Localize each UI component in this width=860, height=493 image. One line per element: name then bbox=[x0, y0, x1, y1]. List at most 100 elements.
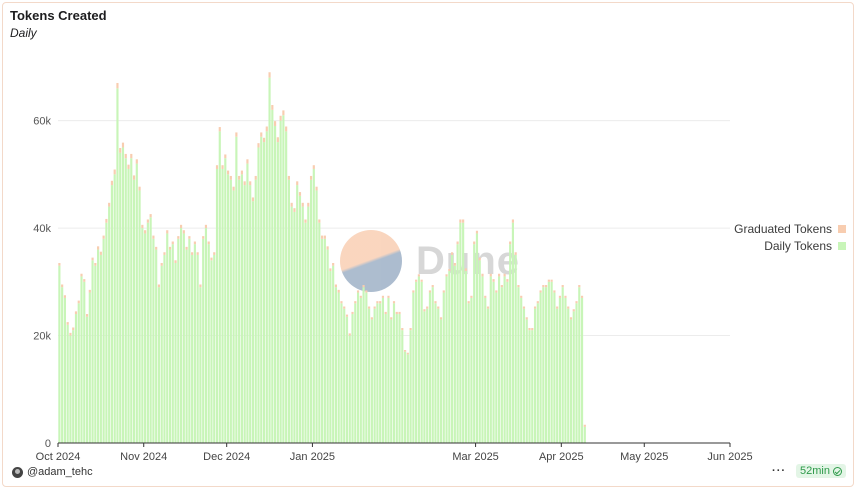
bar-daily-tokens[interactable] bbox=[199, 287, 202, 443]
bar-daily-tokens[interactable] bbox=[498, 276, 501, 443]
bar-graduated-tokens[interactable] bbox=[547, 279, 550, 282]
bar-daily-tokens[interactable] bbox=[309, 179, 313, 443]
bar-graduated-tokens[interactable] bbox=[66, 322, 69, 325]
bar-graduated-tokens[interactable] bbox=[121, 142, 125, 148]
bar-daily-tokens[interactable] bbox=[80, 276, 83, 443]
bar-daily-tokens[interactable] bbox=[163, 254, 166, 443]
bar-graduated-tokens[interactable] bbox=[102, 235, 105, 239]
bar-graduated-tokens[interactable] bbox=[163, 252, 166, 255]
bar-graduated-tokens[interactable] bbox=[177, 236, 180, 239]
bar-daily-tokens[interactable] bbox=[475, 233, 479, 443]
bar-daily-tokens[interactable] bbox=[392, 303, 396, 443]
bar-daily-tokens[interactable] bbox=[160, 265, 163, 443]
bar-daily-tokens[interactable] bbox=[572, 311, 575, 443]
bar-graduated-tokens[interactable] bbox=[210, 257, 213, 261]
bar-graduated-tokens[interactable] bbox=[439, 317, 443, 320]
bar-graduated-tokens[interactable] bbox=[489, 273, 492, 277]
bar-daily-tokens[interactable] bbox=[144, 233, 147, 443]
bar-graduated-tokens[interactable] bbox=[387, 295, 390, 298]
bar-daily-tokens[interactable] bbox=[251, 201, 255, 443]
bar-daily-tokens[interactable] bbox=[580, 297, 584, 443]
bar-daily-tokens[interactable] bbox=[500, 287, 503, 443]
bar-graduated-tokens[interactable] bbox=[420, 279, 423, 282]
bar-graduated-tokens[interactable] bbox=[113, 169, 116, 175]
bar-daily-tokens[interactable] bbox=[196, 254, 199, 443]
bar-graduated-tokens[interactable] bbox=[539, 290, 542, 293]
bar-daily-tokens[interactable] bbox=[442, 292, 445, 443]
bar-graduated-tokens[interactable] bbox=[218, 127, 221, 132]
bar-graduated-tokens[interactable] bbox=[392, 301, 396, 304]
bar-daily-tokens[interactable] bbox=[395, 314, 398, 443]
bar-graduated-tokens[interactable] bbox=[442, 290, 445, 293]
bar-graduated-tokens[interactable] bbox=[279, 115, 282, 121]
bar-graduated-tokens[interactable] bbox=[528, 328, 531, 331]
bar-graduated-tokens[interactable] bbox=[257, 143, 260, 148]
bar-daily-tokens[interactable] bbox=[124, 158, 127, 444]
bar-graduated-tokens[interactable] bbox=[318, 219, 321, 223]
bar-graduated-tokens[interactable] bbox=[262, 137, 266, 143]
bar-daily-tokens[interactable] bbox=[464, 271, 467, 443]
bar-graduated-tokens[interactable] bbox=[343, 306, 346, 309]
bar-daily-tokens[interactable] bbox=[61, 287, 64, 443]
bar-graduated-tokens[interactable] bbox=[340, 301, 343, 304]
bar-graduated-tokens[interactable] bbox=[536, 301, 539, 304]
bar-daily-tokens[interactable] bbox=[102, 238, 105, 443]
bar-graduated-tokens[interactable] bbox=[199, 284, 202, 288]
bar-daily-tokens[interactable] bbox=[83, 281, 86, 443]
bar-graduated-tokens[interactable] bbox=[520, 295, 523, 298]
bar-graduated-tokens[interactable] bbox=[564, 295, 567, 298]
bar-daily-tokens[interactable] bbox=[334, 287, 338, 443]
bar-graduated-tokens[interactable] bbox=[478, 257, 481, 261]
bar-daily-tokens[interactable] bbox=[340, 303, 343, 443]
bar-graduated-tokens[interactable] bbox=[567, 306, 570, 309]
bar-graduated-tokens[interactable] bbox=[105, 218, 108, 223]
bar-daily-tokens[interactable] bbox=[503, 276, 506, 443]
bar-graduated-tokens[interactable] bbox=[332, 262, 335, 266]
bar-daily-tokens[interactable] bbox=[108, 206, 111, 443]
bar-graduated-tokens[interactable] bbox=[157, 284, 161, 288]
bar-graduated-tokens[interactable] bbox=[312, 165, 315, 169]
bar-graduated-tokens[interactable] bbox=[365, 290, 368, 293]
bar-graduated-tokens[interactable] bbox=[426, 306, 429, 309]
bar-graduated-tokens[interactable] bbox=[550, 279, 553, 282]
bar-graduated-tokens[interactable] bbox=[470, 295, 473, 298]
bar-graduated-tokens[interactable] bbox=[525, 317, 528, 320]
bar-daily-tokens[interactable] bbox=[426, 308, 429, 443]
bar-graduated-tokens[interactable] bbox=[356, 290, 360, 293]
bar-daily-tokens[interactable] bbox=[116, 88, 119, 444]
bar-graduated-tokens[interactable] bbox=[296, 181, 299, 186]
bar-graduated-tokens[interactable] bbox=[77, 300, 80, 304]
bar-daily-tokens[interactable] bbox=[293, 211, 296, 443]
bar-daily-tokens[interactable] bbox=[420, 281, 423, 443]
bar-daily-tokens[interactable] bbox=[522, 308, 526, 443]
bar-daily-tokens[interactable] bbox=[533, 308, 537, 443]
bar-daily-tokens[interactable] bbox=[113, 174, 116, 444]
bar-graduated-tokens[interactable] bbox=[395, 311, 398, 315]
bar-daily-tokens[interactable] bbox=[185, 249, 188, 443]
bar-daily-tokens[interactable] bbox=[58, 265, 61, 443]
bar-daily-tokens[interactable] bbox=[370, 319, 373, 443]
bar-graduated-tokens[interactable] bbox=[373, 306, 376, 309]
bar-graduated-tokens[interactable] bbox=[401, 328, 404, 331]
bar-daily-tokens[interactable] bbox=[279, 120, 282, 443]
bar-graduated-tokens[interactable] bbox=[196, 252, 199, 255]
bar-graduated-tokens[interactable] bbox=[379, 301, 382, 304]
bar-graduated-tokens[interactable] bbox=[116, 82, 119, 89]
bar-daily-tokens[interactable] bbox=[536, 303, 539, 443]
bar-daily-tokens[interactable] bbox=[561, 287, 564, 443]
bar-graduated-tokens[interactable] bbox=[453, 262, 456, 266]
bar-graduated-tokens[interactable] bbox=[561, 285, 564, 288]
bar-daily-tokens[interactable] bbox=[77, 303, 80, 443]
bar-graduated-tokens[interactable] bbox=[309, 175, 313, 180]
author-link[interactable]: @adam_tehc bbox=[12, 466, 93, 478]
bar-daily-tokens[interactable] bbox=[332, 265, 335, 443]
bar-graduated-tokens[interactable] bbox=[569, 317, 573, 320]
bar-graduated-tokens[interactable] bbox=[61, 284, 64, 288]
bar-daily-tokens[interactable] bbox=[246, 163, 249, 443]
bar-daily-tokens[interactable] bbox=[539, 292, 542, 443]
bar-daily-tokens[interactable] bbox=[354, 303, 357, 443]
bar-daily-tokens[interactable] bbox=[575, 303, 578, 443]
bar-graduated-tokens[interactable] bbox=[434, 301, 437, 304]
bar-graduated-tokens[interactable] bbox=[108, 202, 111, 207]
bar-daily-tokens[interactable] bbox=[323, 238, 326, 443]
